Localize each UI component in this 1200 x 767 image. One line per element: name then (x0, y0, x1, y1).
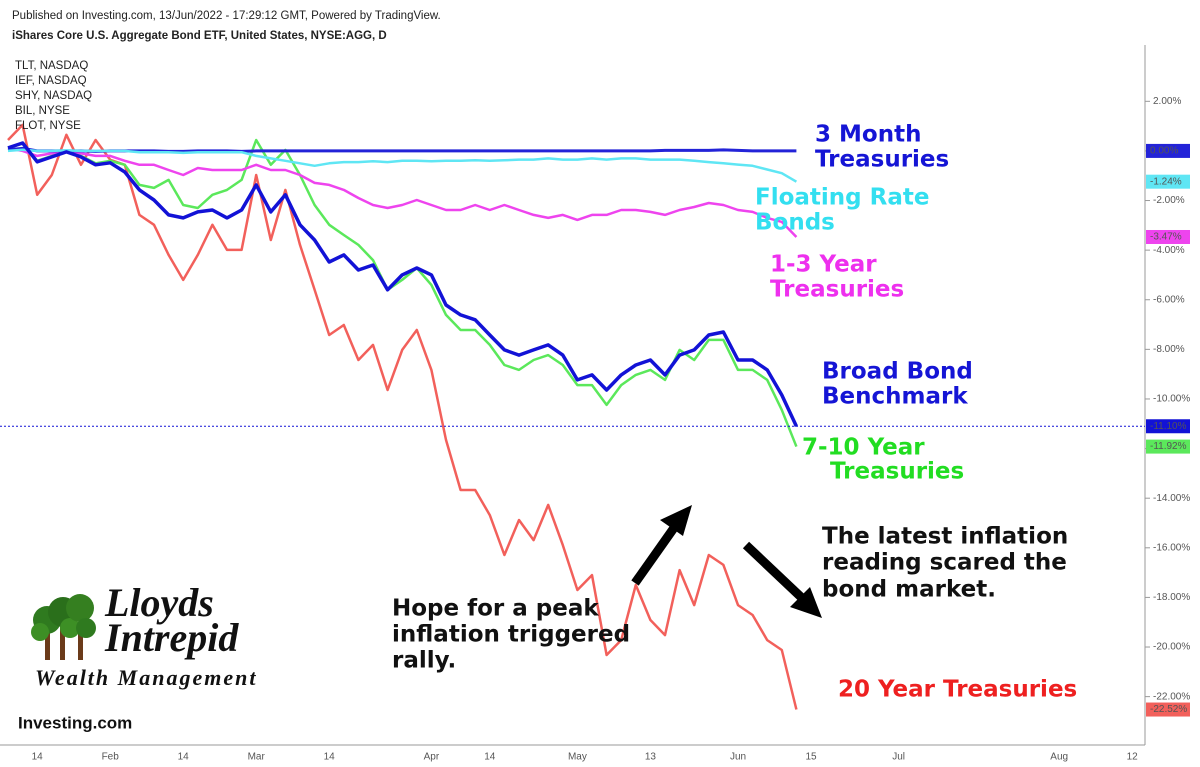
last-value-tag (1146, 439, 1190, 454)
y-tick-label: -10.00% (1153, 394, 1190, 405)
arrow (742, 541, 822, 618)
series-line (7, 138, 798, 448)
y-tick-label: -20.00% (1153, 642, 1190, 653)
last-value-label: -1.24% (1150, 176, 1182, 187)
series-line (7, 146, 797, 153)
annotation: Floating Rate (755, 185, 929, 211)
series-line (7, 147, 798, 238)
last-value-label: -22.52% (1150, 704, 1187, 715)
logo-subtitle: Wealth Management (35, 665, 257, 690)
annotation: Broad Bond (822, 359, 973, 385)
y-tick-label: -14.00% (1153, 493, 1190, 504)
x-tick-label: 12 (1127, 752, 1139, 763)
x-tick-label: 14 (178, 752, 190, 763)
legend-entry: SHY, NASDAQ (15, 90, 92, 102)
x-tick-label: Jun (730, 752, 746, 763)
last-value-tag (1146, 229, 1190, 244)
annotation: The latest inflation (822, 524, 1068, 550)
series-line (7, 141, 798, 428)
legend-entry: IEF, NASDAQ (15, 75, 87, 87)
annotation: Treasuries (830, 459, 964, 485)
x-tick-label: 14 (324, 752, 336, 763)
x-tick-label: Jul (892, 752, 905, 763)
last-value-tag (1146, 174, 1190, 189)
annotation: bond market. (822, 577, 996, 603)
logo-text: Lloyds (104, 580, 214, 625)
y-tick-label: -6.00% (1153, 294, 1185, 305)
y-tick-label: -4.00% (1153, 245, 1185, 256)
y-tick-label: 2.00% (1153, 96, 1181, 107)
series-line (7, 148, 798, 183)
logo-trees (31, 594, 96, 660)
annotation: Benchmark (822, 384, 968, 410)
watermark: Investing.com (18, 713, 132, 732)
annotation: 20 Year Treasuries (838, 677, 1077, 703)
legend-entry: FLOT, NYSE (15, 120, 81, 132)
annotation: rally. (392, 648, 456, 674)
chart-title: iShares Core U.S. Aggregate Bond ETF, Un… (12, 30, 387, 42)
y-tick-label: -16.00% (1153, 542, 1190, 553)
x-tick-label: 15 (805, 752, 817, 763)
last-value-label: -11.10% (1150, 421, 1187, 432)
annotation: 1-3 Year (770, 252, 877, 278)
annotation: Hope for a peak (392, 596, 599, 622)
arrow (631, 505, 692, 586)
x-tick-label: 13 (645, 752, 657, 763)
annotation: Bonds (755, 210, 835, 236)
last-value-label: -11.92% (1150, 441, 1187, 452)
annotation: inflation triggered (392, 622, 630, 648)
x-tick-label: Apr (424, 752, 440, 763)
last-value-tag (1146, 143, 1190, 158)
logo-text: Intrepid (104, 615, 239, 660)
annotation: 7-10 Year (802, 435, 925, 461)
y-tick-label: -22.00% (1153, 691, 1190, 702)
legend-entry: TLT, NASDAQ (15, 60, 88, 72)
annotation: 3 Month (815, 122, 921, 148)
x-tick-label: 14 (484, 752, 496, 763)
last-value-tag (1146, 702, 1190, 717)
x-tick-label: May (568, 752, 587, 763)
annotation: Treasuries (770, 277, 904, 303)
legend-entry: BIL, NYSE (15, 105, 70, 117)
annotation: reading scared the (822, 550, 1067, 576)
annotation: Treasuries (815, 147, 949, 173)
last-value-label: 0.00% (1150, 146, 1178, 157)
last-value-label: -3.47% (1150, 232, 1182, 243)
x-tick-label: Mar (248, 752, 266, 763)
series-line (7, 123, 798, 710)
x-tick-label: Feb (102, 752, 120, 763)
y-tick-label: -8.00% (1153, 344, 1185, 355)
x-tick-label: 14 (32, 752, 44, 763)
last-value-tag (1146, 419, 1190, 434)
x-tick-label: Aug (1050, 752, 1068, 763)
y-tick-label: -18.00% (1153, 592, 1190, 603)
published-note: Published on Investing.com, 13/Jun/2022 … (12, 10, 441, 22)
y-tick-label: -2.00% (1153, 195, 1185, 206)
